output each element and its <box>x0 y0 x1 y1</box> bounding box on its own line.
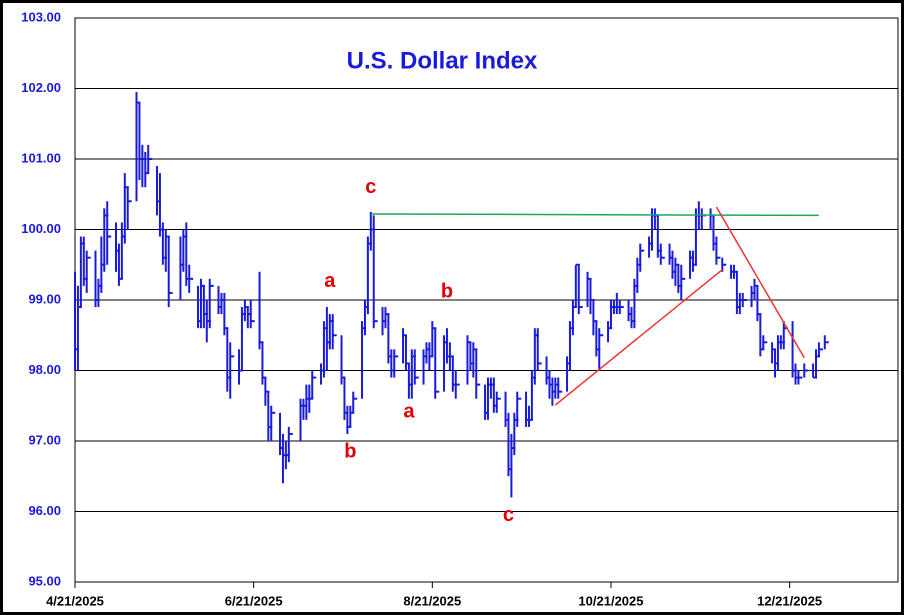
y-tick-label: 95.00 <box>28 573 61 588</box>
y-tick-label: 100.00 <box>21 221 61 236</box>
y-tick-label: 101.00 <box>21 150 61 165</box>
x-tick-label: 12/21/2025 <box>757 593 822 608</box>
x-tick-label: 8/21/2025 <box>403 593 461 608</box>
y-tick-label: 96.00 <box>28 503 61 518</box>
wave-label: b <box>344 441 356 463</box>
wave-label: a <box>324 270 336 292</box>
x-tick-label: 6/21/2025 <box>225 593 283 608</box>
wave-label: c <box>365 176 376 198</box>
y-tick-label: 102.00 <box>21 80 61 95</box>
chart-title: U.S. Dollar Index <box>347 47 538 74</box>
wave-label: a <box>403 400 415 422</box>
y-tick-label: 98.00 <box>28 362 61 377</box>
x-tick-label: 4/21/2025 <box>46 593 104 608</box>
y-tick-label: 103.00 <box>21 9 61 24</box>
y-tick-label: 97.00 <box>28 432 61 447</box>
wave-label: c <box>503 504 514 526</box>
trend-line <box>370 213 819 217</box>
wave-label: b <box>441 281 453 303</box>
trend-line <box>715 206 805 359</box>
y-tick-label: 99.00 <box>28 291 61 306</box>
x-tick-label: 10/21/2025 <box>578 593 643 608</box>
trend-line <box>554 269 723 406</box>
